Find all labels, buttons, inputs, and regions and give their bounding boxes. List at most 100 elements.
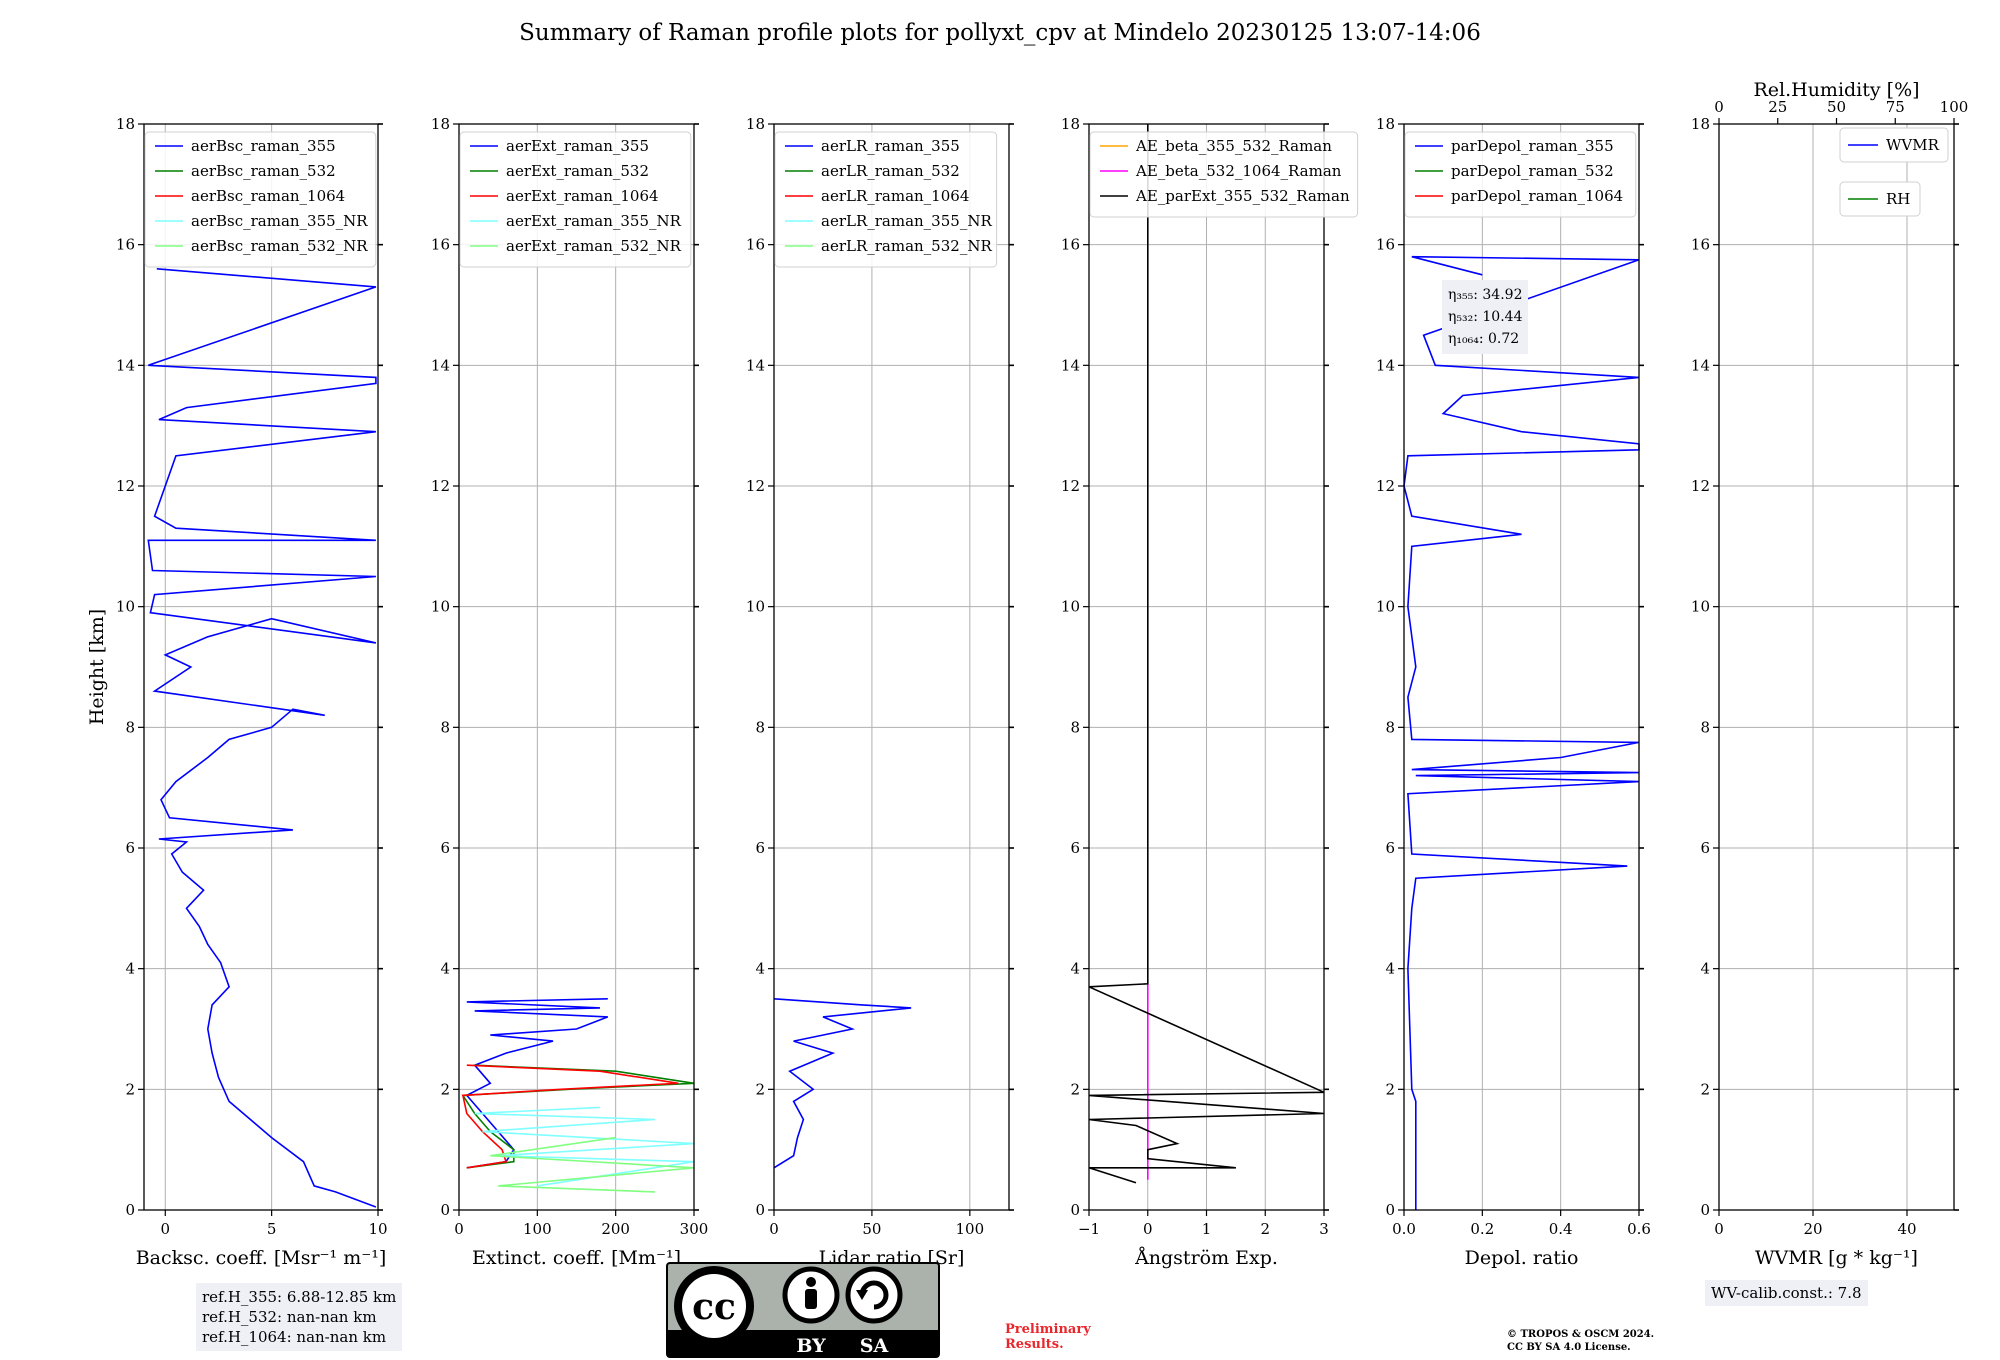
y-tick-label: 10 bbox=[1376, 598, 1395, 616]
legend-label: aerBsc_raman_355 bbox=[191, 137, 336, 155]
y-axis-label: Height [km] bbox=[86, 609, 108, 725]
legend-label: AE_parExt_355_532_Raman bbox=[1135, 187, 1350, 205]
x-tick-label: 0.4 bbox=[1549, 1220, 1573, 1238]
legend-label: aerBsc_raman_355_NR bbox=[191, 212, 368, 230]
y-tick-label: 10 bbox=[1061, 598, 1080, 616]
y-tick-label: 8 bbox=[755, 718, 765, 736]
x-tick-label: 200 bbox=[601, 1220, 630, 1238]
y-tick-label: 8 bbox=[1700, 718, 1710, 736]
y-tick-label: 6 bbox=[755, 839, 765, 857]
x-tick-label: 3 bbox=[1319, 1220, 1329, 1238]
copyright-note: © TROPOS & OSCM 2024. CC BY SA 4.0 Licen… bbox=[1507, 1328, 1654, 1354]
panel-1: 0 5 10 0 2 4 6 8 10 12 14 16 18 Backsc. coeff. [Msr⁻¹… bbox=[116, 115, 388, 1269]
figure-title: Summary of Raman profile plots for polly… bbox=[519, 20, 1481, 46]
x2-tick-label: 50 bbox=[1827, 98, 1846, 116]
y-tick-label: 16 bbox=[746, 236, 765, 254]
y-tick-label: 14 bbox=[116, 356, 135, 374]
legend-label: aerLR_raman_532_NR bbox=[821, 237, 992, 255]
y-tick-label: 0 bbox=[1385, 1201, 1395, 1219]
y-tick-label: 0 bbox=[1070, 1201, 1080, 1219]
legend-label: aerExt_raman_532 bbox=[506, 162, 649, 180]
y-tick-label: 8 bbox=[125, 718, 135, 736]
y-tick-label: 18 bbox=[431, 115, 450, 133]
y-tick-label: 6 bbox=[440, 839, 450, 857]
legend-label: aerLR_raman_1064 bbox=[821, 187, 969, 205]
legend-label: parDepol_raman_532 bbox=[1451, 162, 1614, 180]
x-tick-label: 0 bbox=[454, 1220, 464, 1238]
y-tick-label: 4 bbox=[755, 960, 765, 978]
legend-label: RH bbox=[1886, 190, 1910, 208]
y-tick-label: 14 bbox=[1691, 356, 1710, 374]
legend-box bbox=[774, 131, 998, 268]
eta-box: η₃₅₅: 34.92 η₅₃₂: 10.44 η₁₀₆₄: 0.72 bbox=[1442, 280, 1529, 354]
y-tick-label: 10 bbox=[1691, 598, 1710, 616]
preliminary-line-1: Preliminary bbox=[1005, 1322, 1091, 1337]
legend-box bbox=[144, 131, 377, 268]
x-tick-label: −1 bbox=[1078, 1220, 1100, 1238]
y-tick-label: 10 bbox=[431, 598, 450, 616]
legend-label: aerLR_raman_355 bbox=[821, 137, 960, 155]
preliminary-line-2: Results. bbox=[1005, 1337, 1064, 1352]
y-tick-label: 0 bbox=[755, 1201, 765, 1219]
x-tick-label: 2 bbox=[1260, 1220, 1270, 1238]
legend-label: AE_beta_355_532_Raman bbox=[1135, 137, 1332, 155]
y-tick-label: 0 bbox=[125, 1201, 135, 1219]
y-tick-label: 8 bbox=[1385, 718, 1395, 736]
y-tick-label: 14 bbox=[1376, 356, 1395, 374]
y-tick-label: 12 bbox=[431, 477, 450, 495]
y-tick-label: 6 bbox=[1700, 839, 1710, 857]
y-tick-label: 12 bbox=[1376, 477, 1395, 495]
axes-frame bbox=[143, 123, 379, 1211]
y-tick-label: 16 bbox=[116, 236, 135, 254]
legend-label: aerExt_raman_1064 bbox=[506, 187, 659, 205]
legend-label: aerExt_raman_355_NR bbox=[506, 212, 682, 230]
y-tick-label: 4 bbox=[440, 960, 450, 978]
series-line-aerExt_raman_355 bbox=[465, 998, 609, 1169]
x2-tick-label: 0 bbox=[1714, 98, 1724, 116]
by-label: BY bbox=[796, 1335, 826, 1357]
panel-6: 0 20 40 0 2 4 6 8 10 12 14 16 18 WVMR [g * kg⁻¹] 0 25 50… bbox=[1691, 79, 1968, 1269]
y-tick-label: 18 bbox=[1061, 115, 1080, 133]
legend-label: aerLR_raman_355_NR bbox=[821, 212, 992, 230]
legend-box bbox=[1839, 127, 1949, 163]
x-axis-label: Backsc. coeff. [Msr⁻¹ m⁻¹] bbox=[136, 1247, 387, 1269]
legend-box bbox=[1089, 131, 1359, 218]
y-tick-label: 16 bbox=[431, 236, 450, 254]
ref-h-1064: ref.H_1064: nan-nan km bbox=[202, 1328, 387, 1346]
x-tick-label: 10 bbox=[368, 1220, 387, 1238]
axes-frame bbox=[773, 123, 1010, 1211]
x-tick-label: 5 bbox=[267, 1220, 277, 1238]
x-tick-label: 0 bbox=[769, 1220, 779, 1238]
x2-tick-label: 75 bbox=[1886, 98, 1905, 116]
y-tick-label: 18 bbox=[1691, 115, 1710, 133]
y-tick-label: 0 bbox=[440, 1201, 450, 1219]
legend-label: aerExt_raman_532_NR bbox=[506, 237, 682, 255]
legend-label: aerBsc_raman_532_NR bbox=[191, 237, 368, 255]
legend-label: aerExt_raman_355 bbox=[506, 137, 649, 155]
y-tick-label: 6 bbox=[1070, 839, 1080, 857]
preliminary-note: Preliminary Results. bbox=[1005, 1322, 1091, 1352]
legend-label: parDepol_raman_1064 bbox=[1451, 187, 1623, 205]
x-tick-label: 0.0 bbox=[1392, 1220, 1416, 1238]
legend-label: WVMR bbox=[1886, 136, 1940, 154]
cc-by-sa-license-badge: cc BY SA bbox=[666, 1262, 940, 1358]
series-line-aerBsc_raman_355 bbox=[147, 268, 377, 1208]
copyright-line-1: © TROPOS & OSCM 2024. bbox=[1507, 1329, 1655, 1340]
y-tick-label: 10 bbox=[746, 598, 765, 616]
y-tick-label: 4 bbox=[1070, 960, 1080, 978]
y-tick-label: 12 bbox=[746, 477, 765, 495]
x-tick-label: 20 bbox=[1803, 1220, 1822, 1238]
y-tick-label: 2 bbox=[440, 1080, 450, 1098]
y-tick-label: 12 bbox=[1061, 477, 1080, 495]
y-tick-label: 16 bbox=[1376, 236, 1395, 254]
y-tick-label: 2 bbox=[125, 1080, 135, 1098]
y-tick-label: 2 bbox=[755, 1080, 765, 1098]
panel-2: 0 100 200 300 0 2 4 6 8 10 12 14 16 18 Extinct. coeff.… bbox=[431, 115, 708, 1269]
x-tick-label: 100 bbox=[956, 1220, 985, 1238]
axes-frame bbox=[1718, 123, 1955, 1211]
y-tick-label: 12 bbox=[1691, 477, 1710, 495]
y-tick-label: 18 bbox=[116, 115, 135, 133]
sa-label: SA bbox=[860, 1335, 889, 1357]
